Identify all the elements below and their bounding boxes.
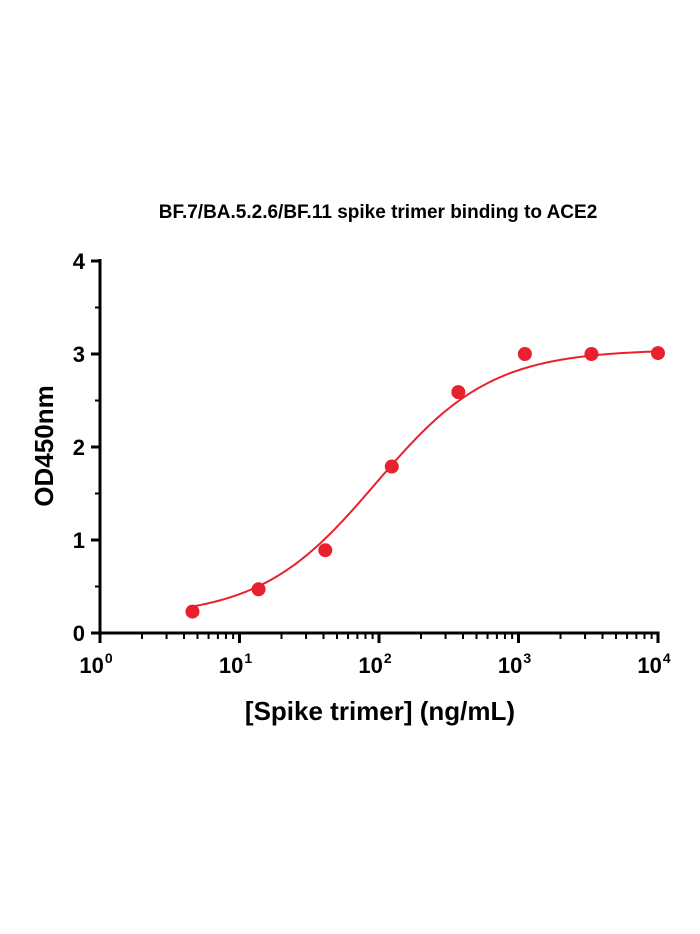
x-tick-label: 100 bbox=[79, 650, 112, 678]
x-tick-label: 104 bbox=[637, 650, 670, 678]
y-tick-label: 2 bbox=[73, 435, 85, 460]
data-point bbox=[384, 459, 399, 474]
y-tick-label: 3 bbox=[73, 342, 85, 367]
fit-curve bbox=[192, 350, 659, 608]
data-point bbox=[584, 347, 599, 361]
data-point bbox=[517, 347, 532, 361]
data-points bbox=[185, 346, 665, 619]
y-tick-label: 4 bbox=[73, 249, 86, 274]
chart-title: BF.7/BA.5.2.6/BF.11 spike trimer binding… bbox=[159, 202, 598, 223]
y-tick-label: 0 bbox=[73, 621, 85, 646]
data-point bbox=[451, 385, 466, 400]
x-tick-label: 101 bbox=[219, 650, 252, 678]
y-axis-label: OD450nm bbox=[29, 385, 59, 506]
data-point bbox=[185, 604, 200, 619]
data-point bbox=[251, 582, 266, 597]
axes: 0 1 2 3 4 100 101 102 103 104 bbox=[73, 249, 671, 678]
x-axis-label: [Spike trimer] (ng/mL) bbox=[245, 696, 515, 726]
data-point bbox=[318, 543, 333, 558]
data-point bbox=[651, 346, 665, 361]
y-tick-label: 1 bbox=[73, 528, 85, 553]
x-tick-label: 103 bbox=[498, 650, 531, 678]
x-tick-label: 102 bbox=[358, 650, 391, 678]
fit-curve-layer bbox=[192, 350, 659, 608]
